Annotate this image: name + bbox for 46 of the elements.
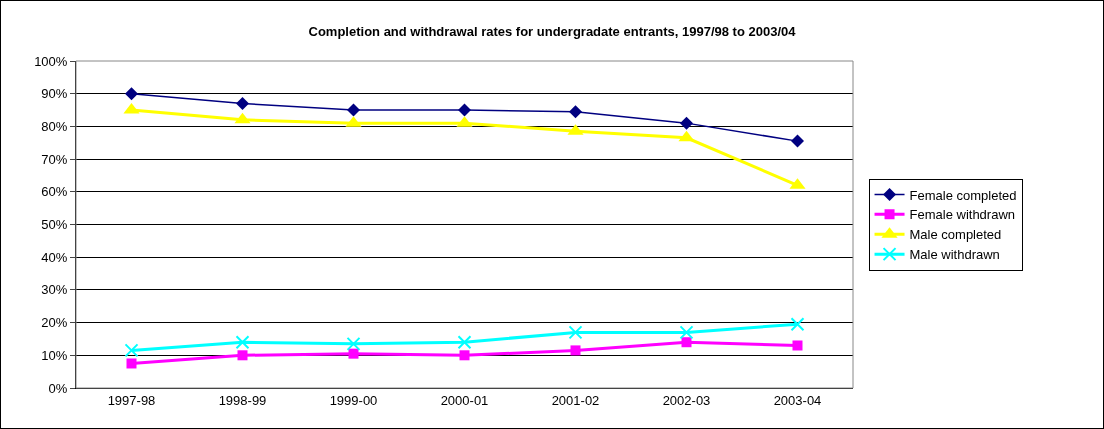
legend-label: Female completed [909,187,1017,203]
point [792,340,803,351]
y-tick-label: 0% [48,380,68,396]
x-tick-label: 2003-04 [773,392,822,408]
point [346,336,361,351]
point [126,358,137,369]
point [458,103,471,117]
point [679,325,694,340]
point [457,335,472,350]
y-tick-label: 20% [41,315,68,331]
y-tick-label: 50% [41,217,68,233]
point [234,112,251,124]
y-tick-label: 100% [34,53,68,69]
y-tick-label: 60% [41,184,68,200]
point [568,325,583,340]
point [570,345,581,356]
x-tick-label: 1999-00 [329,392,378,408]
point [347,103,360,117]
point [678,130,695,142]
x-tick-label: 1998-99 [218,392,267,408]
point [124,343,139,358]
y-tick-label: 30% [41,282,68,298]
x-tick-label: 1997-98 [107,392,156,408]
point [236,97,249,111]
y-tick-label: 70% [41,151,68,167]
point [791,134,804,148]
y-tick-label: 90% [41,86,68,102]
point [790,317,805,332]
y-tick-label: 40% [41,249,68,265]
point [348,348,359,359]
chart-title: Completion and withdrawal rates for undergradate entrants, 1997/98 to 2003/04 [308,23,797,39]
point [569,105,582,119]
point [681,337,692,348]
x-tick-label: 2001-02 [551,392,600,408]
x-tick-label: 2002-03 [662,392,711,408]
legend-label: Male withdrawn [909,247,1000,263]
y-tick-label: 80% [41,118,68,134]
point [459,350,470,361]
point [237,350,248,361]
legend-label: Male completed [909,227,1002,243]
point [680,116,693,130]
y-tick-label: 10% [41,347,68,363]
x-tick-label: 2000-01 [440,392,489,408]
legend-label: Female withdrawn [909,207,1016,223]
point [235,335,250,350]
point [125,87,138,101]
